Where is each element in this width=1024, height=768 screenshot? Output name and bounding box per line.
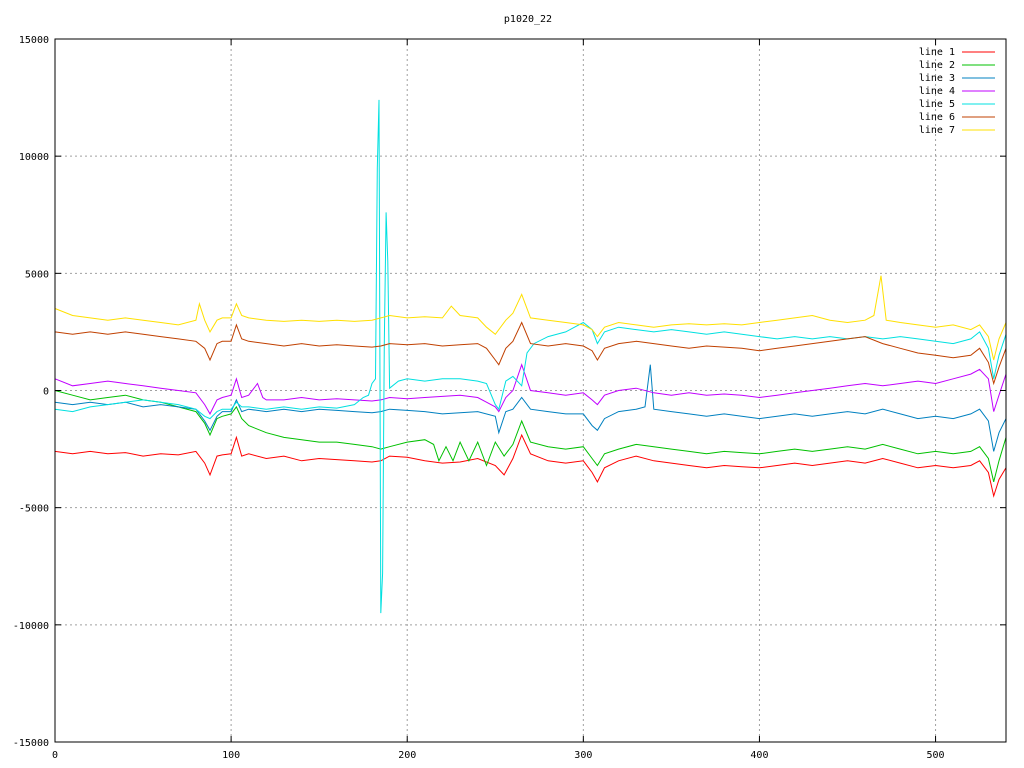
legend-label-4: line 4 — [919, 86, 955, 97]
legend-label-7: line 7 — [919, 125, 955, 136]
series-line-2 — [54, 390, 1007, 483]
axis-ticks: -15000 -10000 -5000 0 5000 10000 15000 0 100 200 3… — [13, 35, 1006, 761]
y-tick-label: 10000 — [19, 152, 49, 163]
x-tick-label: 0 — [52, 750, 58, 761]
x-tick-label: 400 — [750, 750, 768, 761]
series-line-3 — [54, 364, 1007, 452]
x-tick-label: 500 — [927, 750, 945, 761]
series-line-7 — [54, 275, 1007, 361]
legend: line 1 line 2 line 3 line 4 line 5 line 6 line… — [919, 47, 995, 136]
x-tick-label: 200 — [398, 750, 416, 761]
y-tick-label: -5000 — [19, 504, 49, 515]
legend-label-3: line 3 — [919, 73, 955, 84]
series-line-1 — [54, 433, 1007, 498]
series-layer — [54, 99, 1007, 614]
series-line-5 — [54, 99, 1007, 614]
series-line-6 — [54, 321, 1007, 386]
legend-label-5: line 5 — [919, 99, 955, 110]
y-tick-label: -10000 — [13, 621, 49, 632]
y-tick-label: -15000 — [13, 738, 49, 749]
legend-label-1: line 1 — [919, 47, 955, 58]
legend-label-6: line 6 — [919, 112, 955, 123]
y-tick-label: 5000 — [25, 269, 49, 280]
legend-label-2: line 2 — [919, 60, 955, 71]
y-tick-label: 15000 — [19, 35, 49, 46]
chart-title: p1020_22 — [504, 14, 552, 25]
y-tick-label: 0 — [43, 387, 49, 398]
x-tick-label: 300 — [574, 750, 592, 761]
x-tick-label: 100 — [222, 750, 240, 761]
series-line-4 — [54, 363, 1007, 415]
